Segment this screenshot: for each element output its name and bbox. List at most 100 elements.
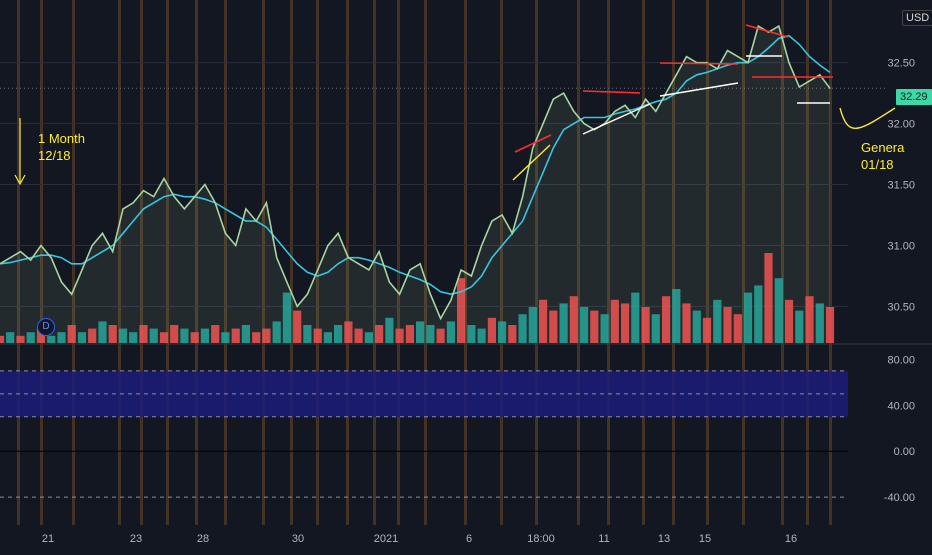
volume-bar bbox=[231, 328, 240, 343]
volume-bar bbox=[88, 328, 97, 343]
volume-bar bbox=[241, 325, 250, 343]
price-point bbox=[327, 244, 329, 247]
highlight-stripe bbox=[672, 0, 675, 525]
price-point bbox=[409, 269, 411, 271]
highlight-stripe bbox=[535, 0, 538, 525]
price-point bbox=[470, 275, 472, 277]
highlight-stripe bbox=[118, 0, 121, 525]
price-tick-label: 31.50 bbox=[887, 180, 915, 192]
trend-line-yellow bbox=[512, 144, 551, 181]
volume-bar bbox=[180, 328, 189, 343]
price-point bbox=[747, 62, 749, 64]
series-marker[interactable]: D bbox=[37, 318, 55, 336]
highlight-stripe bbox=[500, 0, 503, 525]
volume-bar bbox=[190, 332, 199, 343]
volume-bar bbox=[313, 328, 322, 343]
x-tick-label: 18:00 bbox=[527, 533, 555, 545]
volume-bar bbox=[344, 321, 353, 343]
volume-bar bbox=[6, 332, 15, 343]
volume-bar bbox=[67, 325, 76, 343]
price-point bbox=[265, 202, 267, 204]
oscillator-tick-label: 0.00 bbox=[894, 446, 915, 458]
currency-label[interactable]: USD bbox=[902, 10, 932, 26]
volume-bar bbox=[508, 325, 517, 343]
volume-bar bbox=[610, 299, 619, 343]
volume-bar bbox=[385, 317, 394, 343]
volume-bar bbox=[641, 307, 650, 343]
volume-bar bbox=[805, 296, 814, 343]
volume-bar bbox=[754, 285, 763, 343]
highlight-stripe bbox=[742, 0, 745, 525]
volume-bar bbox=[457, 278, 466, 343]
price-point bbox=[296, 305, 298, 307]
price-point bbox=[429, 293, 431, 295]
axes: 32.50 32.00 31.50 31.00 30.50 80.00 40.00 0.00 -… bbox=[42, 58, 915, 545]
volume-bar bbox=[528, 307, 537, 343]
price-point bbox=[317, 269, 319, 271]
price-tick-label: 32.50 bbox=[887, 58, 915, 70]
x-tick-label: 23 bbox=[130, 533, 142, 545]
volume-bar bbox=[743, 292, 753, 343]
price-point bbox=[491, 220, 493, 222]
x-tick-label: 2021 bbox=[374, 533, 398, 545]
price-point bbox=[235, 244, 237, 247]
volume-bar bbox=[815, 303, 824, 343]
volume-bar bbox=[692, 310, 701, 343]
price-point bbox=[378, 251, 380, 253]
price-tick-label: 30.50 bbox=[887, 301, 915, 313]
price-point bbox=[40, 244, 42, 247]
volume-bar bbox=[580, 307, 589, 343]
volume-bar bbox=[405, 325, 414, 343]
highlight-stripe bbox=[577, 0, 580, 525]
volume-bar bbox=[364, 332, 373, 343]
price-point bbox=[347, 257, 349, 259]
price-tick-label: 32.00 bbox=[887, 119, 915, 131]
volume-bar bbox=[129, 332, 138, 343]
volume-bar bbox=[108, 325, 117, 343]
volume-bar bbox=[426, 325, 435, 343]
volume-bar bbox=[600, 314, 609, 343]
price-point bbox=[522, 196, 524, 198]
volume-bar bbox=[477, 328, 486, 343]
volume-bar bbox=[170, 325, 179, 343]
volume-bar bbox=[702, 317, 712, 343]
volume-bar bbox=[436, 328, 445, 343]
price-point bbox=[716, 68, 718, 70]
price-point bbox=[204, 183, 206, 186]
highlight-stripe bbox=[464, 0, 467, 525]
trend-line-white bbox=[582, 103, 651, 135]
trend-line-white bbox=[659, 82, 739, 97]
x-tick-label: 11 bbox=[598, 533, 609, 545]
price-point bbox=[50, 257, 52, 259]
projection-curve bbox=[839, 107, 896, 129]
volume-bar bbox=[662, 296, 671, 343]
price-point bbox=[665, 92, 667, 94]
annotation-arrow-head bbox=[14, 174, 26, 186]
volume-bar bbox=[549, 310, 558, 343]
trend-line-red bbox=[514, 134, 552, 153]
x-tick-label: 30 bbox=[292, 533, 304, 545]
highlight-stripe bbox=[262, 0, 265, 525]
highlight-stripe bbox=[642, 0, 645, 525]
price-tick-label: 31.00 bbox=[887, 240, 915, 252]
price-point bbox=[532, 147, 534, 149]
volume-bar bbox=[395, 328, 404, 343]
volume-bar bbox=[590, 310, 599, 343]
price-point bbox=[60, 281, 63, 283]
volume-bar bbox=[682, 303, 691, 343]
oscillator-tick-label: 80.00 bbox=[887, 354, 915, 366]
highlight-stripe bbox=[166, 0, 169, 525]
price-point bbox=[112, 251, 114, 253]
volume-bar bbox=[77, 332, 87, 343]
price-point bbox=[91, 244, 93, 247]
volume-bar bbox=[559, 303, 568, 343]
volume-bar bbox=[252, 332, 261, 343]
trend-line-red bbox=[582, 90, 641, 94]
highlight-stripe bbox=[290, 0, 293, 525]
trend-line-red bbox=[745, 24, 789, 38]
volume-bar bbox=[272, 321, 281, 343]
price-series-line bbox=[0, 24, 831, 321]
volume-bar bbox=[211, 325, 220, 343]
